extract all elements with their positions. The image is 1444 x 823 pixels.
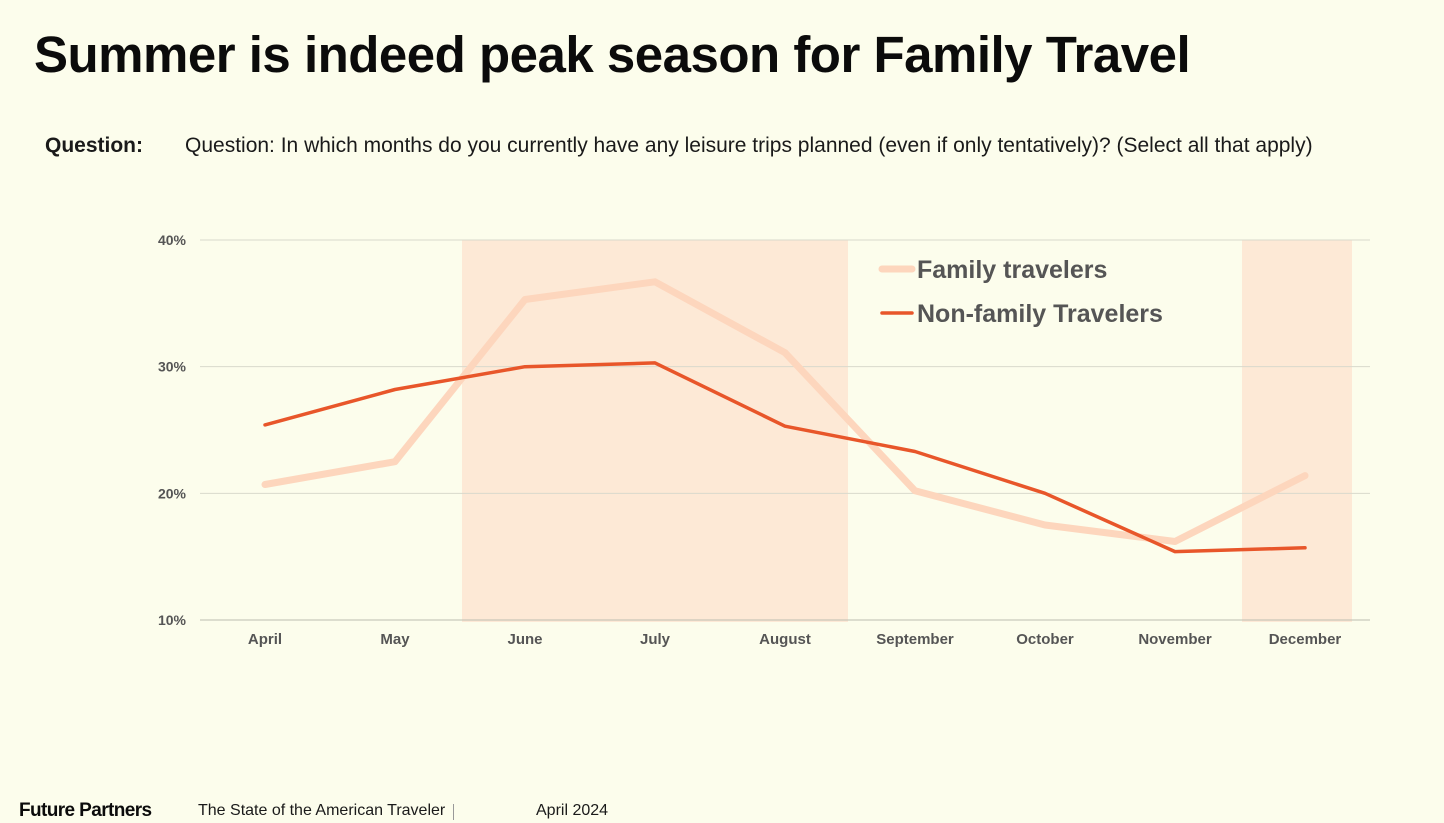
y-tick-label: 40%: [158, 232, 187, 248]
series-line-family-travelers: [261, 278, 1309, 545]
data-point-non-family-june: [523, 365, 527, 369]
data-point-non-family-july: [653, 361, 657, 365]
data-point-family-november: [1173, 539, 1177, 543]
data-point-family-june: [523, 298, 527, 302]
x-tick-label-june: June: [507, 631, 542, 648]
x-tick-label-october: October: [1016, 631, 1074, 648]
data-point-non-family-may: [393, 387, 397, 391]
y-tick-label: 20%: [158, 485, 187, 501]
report-title: The State of the American Traveler: [198, 802, 446, 819]
data-point-non-family-november: [1173, 550, 1177, 554]
x-tick-label-july: July: [640, 631, 671, 648]
data-point-non-family-april: [263, 423, 267, 427]
highlight-band-1: [1242, 240, 1352, 622]
x-tick-label-april: April: [248, 631, 282, 648]
brand-logo: Future Partners: [19, 800, 152, 821]
question-text: Question: In which months do you current…: [185, 134, 1313, 157]
footer: Future Partners The State of the America…: [0, 800, 1444, 823]
x-tick-label-may: May: [380, 631, 410, 648]
data-point-family-october: [1043, 523, 1047, 527]
question-label: Question:: [45, 134, 143, 157]
survey-question: Question: Question: In which months do yo…: [45, 132, 1313, 160]
x-tick-label-december: December: [1269, 631, 1342, 648]
data-point-non-family-october: [1043, 491, 1047, 495]
y-tick-label: 10%: [158, 612, 187, 628]
data-point-family-september: [913, 489, 917, 493]
highlight-band-0: [462, 240, 848, 622]
data-point-family-july: [653, 280, 657, 284]
x-tick-label-november: November: [1138, 631, 1212, 648]
x-tick-label-august: August: [759, 631, 811, 648]
report-date: April 2024: [536, 802, 609, 819]
footer-divider: [453, 804, 454, 820]
legend-label-0: Family travelers: [917, 256, 1107, 284]
data-point-family-may: [393, 460, 397, 464]
data-point-family-april: [263, 482, 267, 486]
data-point-non-family-august: [783, 424, 787, 428]
data-point-non-family-december: [1303, 546, 1307, 550]
data-point-non-family-september: [913, 450, 917, 454]
x-tick-label-september: September: [876, 631, 954, 648]
data-point-family-december: [1303, 474, 1307, 478]
y-tick-label: 30%: [158, 359, 187, 375]
data-point-family-august: [783, 351, 787, 355]
legend-label-1: Non-family Travelers: [917, 300, 1163, 328]
series-line-non-family-travelers: [263, 361, 1307, 554]
page-title: Summer is indeed peak season for Family …: [34, 26, 1191, 83]
